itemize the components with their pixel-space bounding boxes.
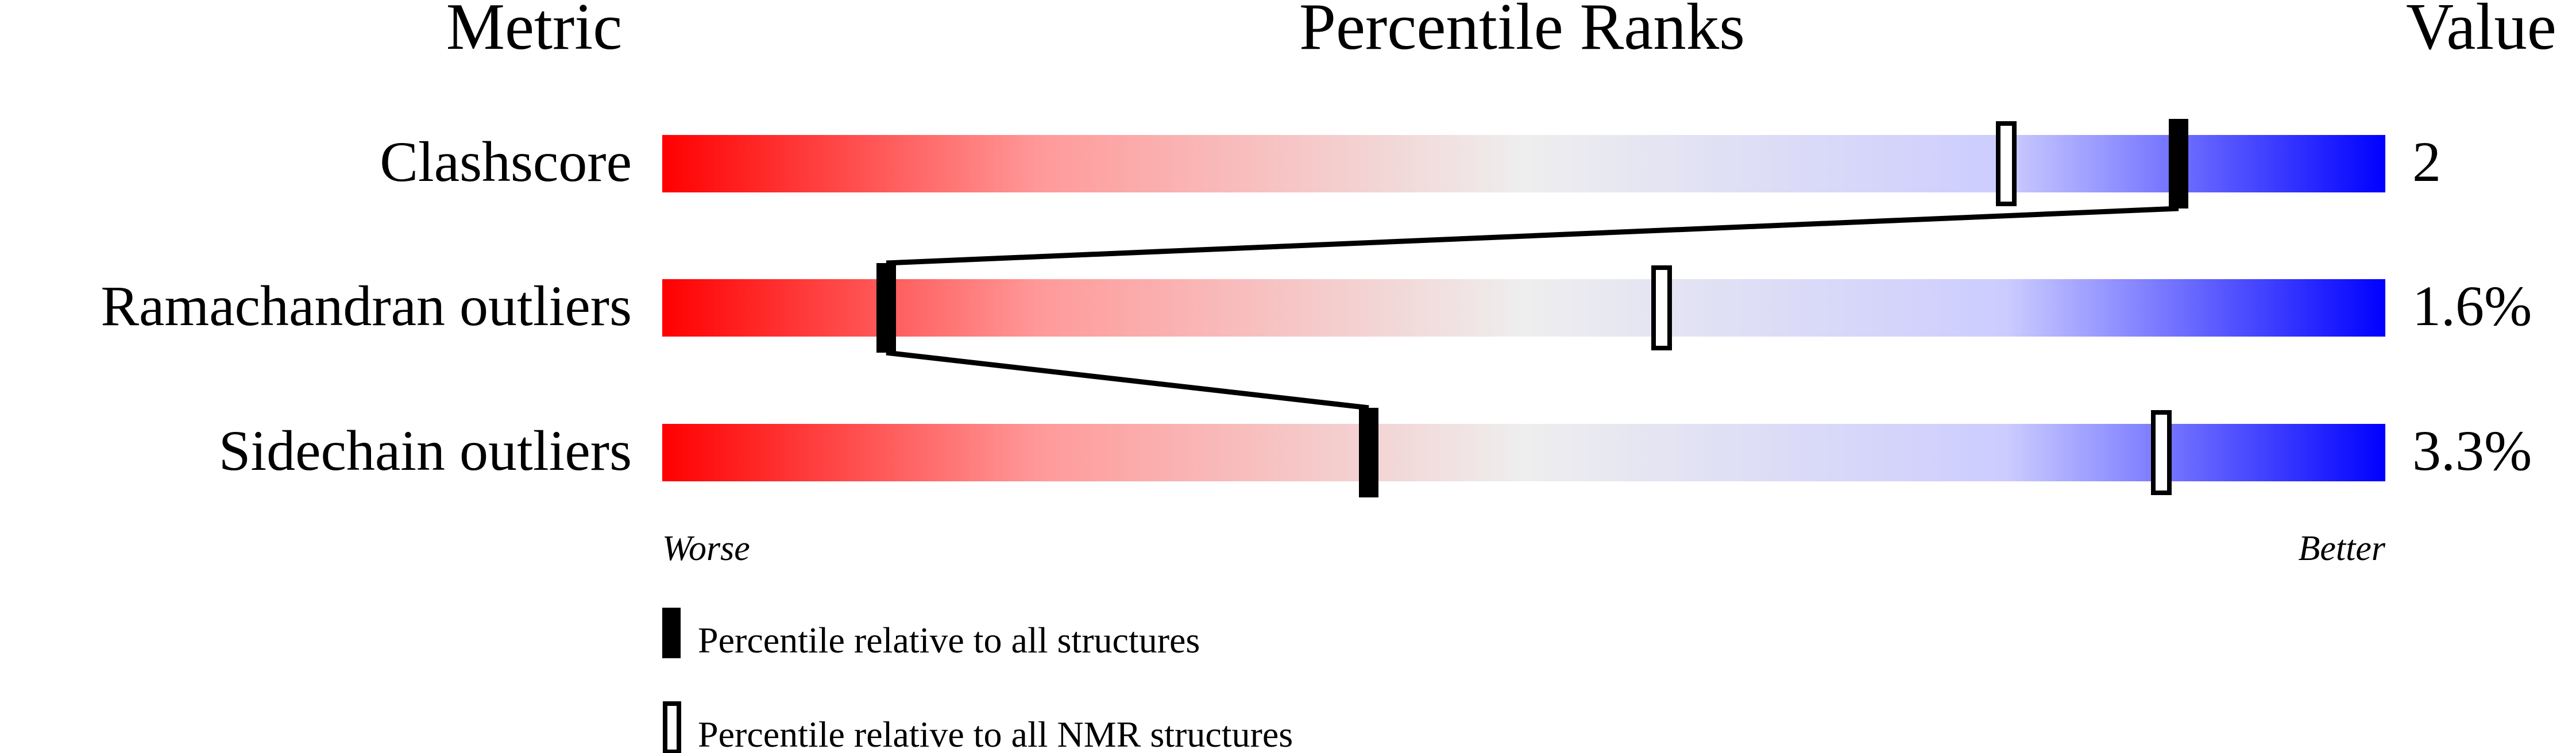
metric-label: Ramachandran outliers [101,274,632,338]
header-value: Value [2406,0,2556,63]
nmr-percentile-marker [2151,410,2172,495]
header-percentile-ranks: Percentile Ranks [1299,0,1745,63]
better-label: Better [2299,529,2386,568]
worse-label: Worse [662,529,750,568]
all-percentile-marker [1359,408,1378,497]
nmr-percentile-marker [1996,121,2017,206]
connector-line [886,206,2179,266]
legend-open-marker [663,701,681,753]
metric-label: Clashscore [380,130,632,194]
legend-nmr-structures: Percentile relative to all NMR structure… [698,714,1293,753]
nmr-percentile-marker [1651,265,1672,350]
header-metric: Metric [446,0,623,63]
all-percentile-marker [2169,119,2188,208]
percentile-bar [662,279,2385,337]
connector-line [886,350,1369,411]
percentile-bar [662,424,2385,481]
legend-filled-marker [662,608,681,658]
all-percentile-marker [876,263,896,353]
metric-value: 3.3% [2412,419,2532,482]
metric-label: Sidechain outliers [219,419,632,482]
percentile-bar [662,135,2385,192]
metric-value: 1.6% [2412,274,2532,338]
legend-all-structures: Percentile relative to all structures [698,620,1200,661]
metric-value: 2 [2412,130,2441,194]
